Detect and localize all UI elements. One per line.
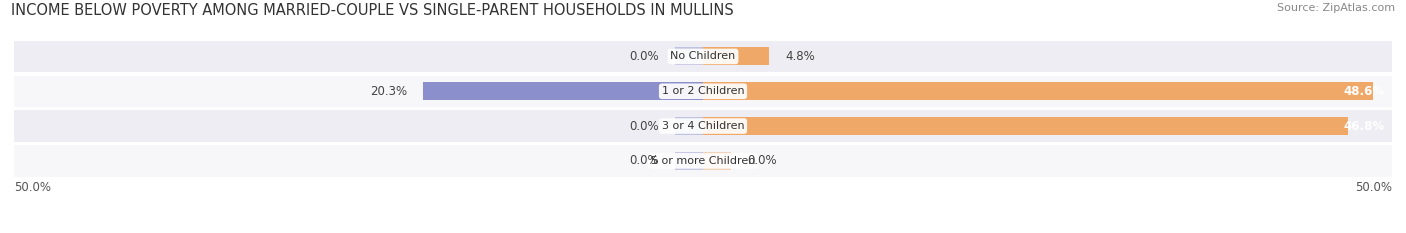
Text: No Children: No Children (671, 51, 735, 62)
Bar (14, 75, 1392, 107)
Bar (675, 117, 703, 135)
Text: 20.3%: 20.3% (370, 85, 406, 98)
Text: 4.8%: 4.8% (786, 50, 815, 63)
Text: 0.0%: 0.0% (630, 50, 659, 63)
Text: 46.8%: 46.8% (1344, 120, 1385, 133)
Bar (703, 82, 1372, 100)
Bar (703, 47, 769, 65)
Bar (675, 47, 703, 65)
Bar (14, 41, 1392, 72)
Text: 0.0%: 0.0% (630, 120, 659, 133)
Text: 50.0%: 50.0% (14, 181, 51, 194)
Text: 3 or 4 Children: 3 or 4 Children (662, 121, 744, 131)
Text: 1 or 2 Children: 1 or 2 Children (662, 86, 744, 96)
Text: 50.0%: 50.0% (1355, 181, 1392, 194)
Text: 5 or more Children: 5 or more Children (651, 156, 755, 166)
Bar (703, 152, 731, 170)
Text: Source: ZipAtlas.com: Source: ZipAtlas.com (1277, 3, 1395, 14)
Text: 48.6%: 48.6% (1344, 85, 1385, 98)
Bar (675, 152, 703, 170)
Text: 0.0%: 0.0% (630, 154, 659, 167)
Bar (14, 110, 1392, 142)
Bar (14, 145, 1392, 177)
Text: INCOME BELOW POVERTY AMONG MARRIED-COUPLE VS SINGLE-PARENT HOUSEHOLDS IN MULLINS: INCOME BELOW POVERTY AMONG MARRIED-COUPL… (11, 3, 734, 18)
Text: 0.0%: 0.0% (747, 154, 776, 167)
Bar (703, 117, 1348, 135)
Bar (423, 82, 703, 100)
